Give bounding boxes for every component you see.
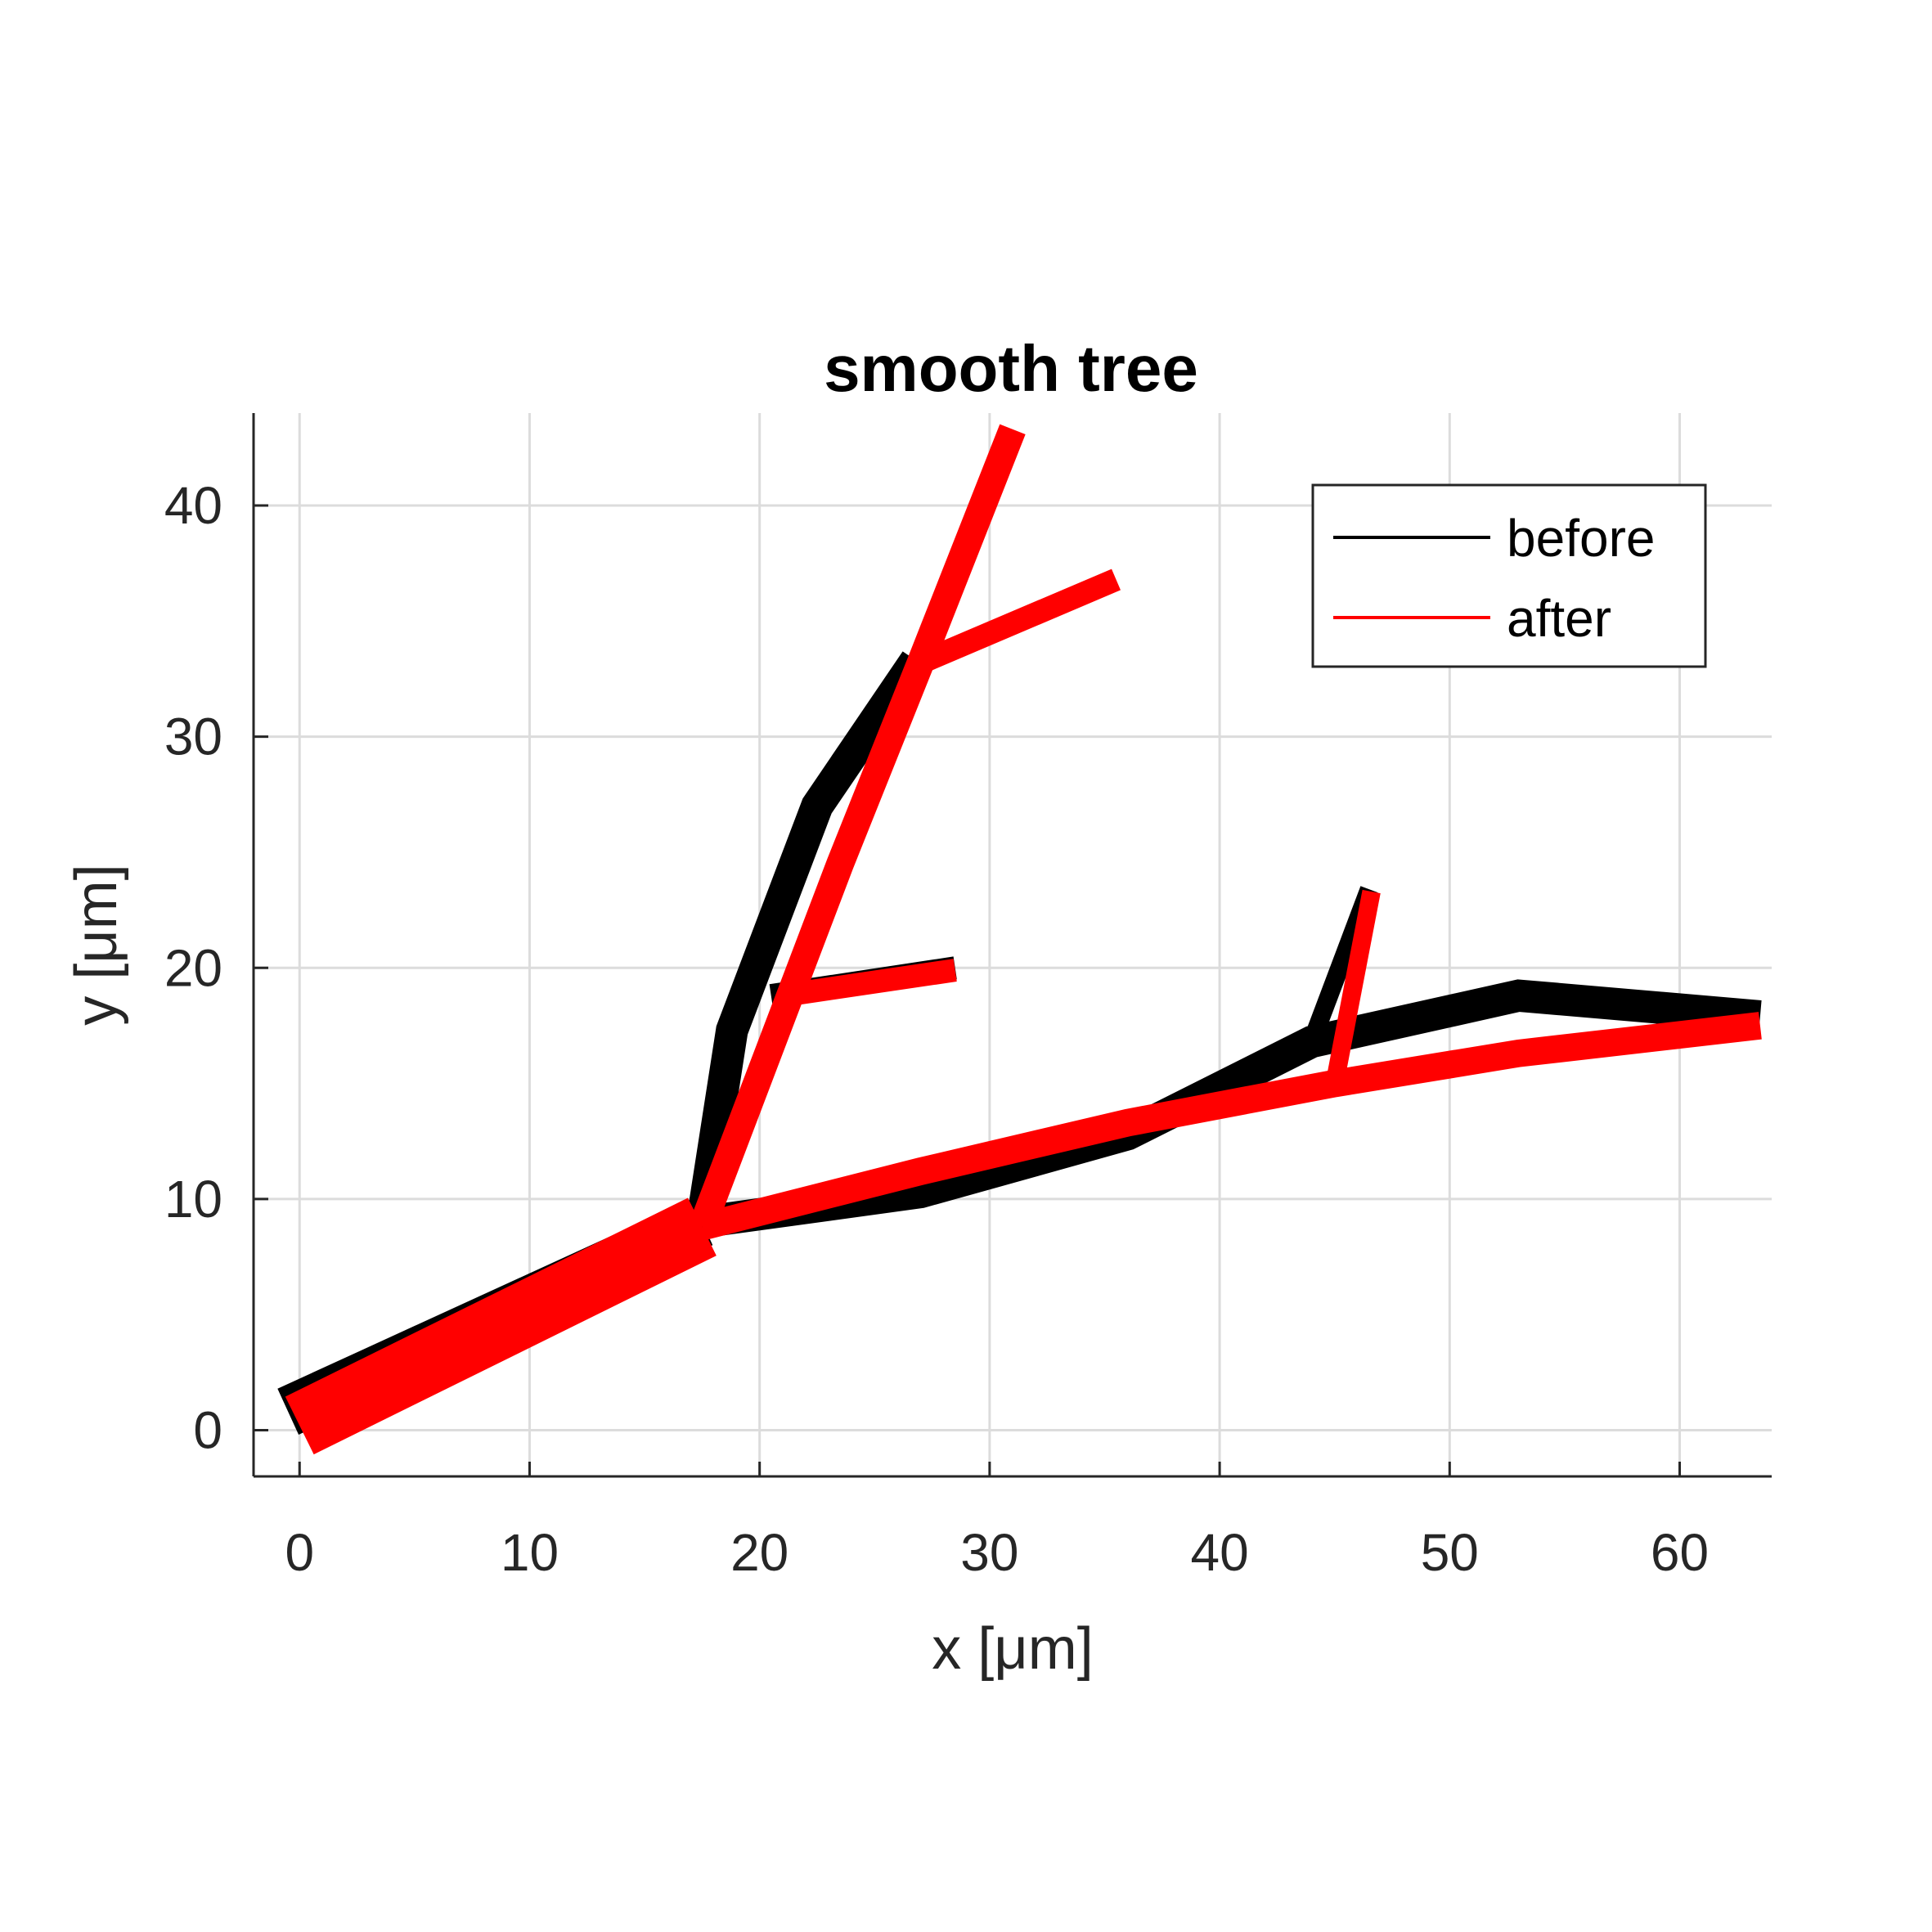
series-before-segment — [685, 651, 930, 1225]
y-axis-label: y [μm] — [64, 864, 129, 1025]
series-after-segment — [689, 424, 1026, 1232]
y-tick-label: 40 — [164, 476, 222, 535]
x-tick-label: 0 — [285, 1523, 314, 1582]
y-tick-label: 30 — [164, 708, 222, 766]
x-tick-label: 20 — [730, 1523, 789, 1582]
y-tick-label: 20 — [164, 938, 222, 997]
x-tick-label: 10 — [501, 1523, 559, 1582]
x-tick-label: 30 — [960, 1523, 1018, 1582]
x-tick-label: 50 — [1421, 1523, 1479, 1582]
series-after-segment — [780, 959, 957, 1008]
legend-label-before: before — [1507, 509, 1655, 568]
series-after-segment — [1325, 889, 1381, 1085]
tick-labels: 0 10 20 30 40 50 60 0 10 20 30 40 — [164, 476, 1709, 1582]
legend-label-after: after — [1507, 589, 1611, 648]
chart-title: smooth tree — [824, 332, 1198, 405]
series-after-segment — [285, 1197, 717, 1455]
legend: before after — [1311, 483, 1707, 668]
data-marks — [277, 424, 1762, 1455]
axes — [252, 413, 1772, 1478]
x-tick-label: 40 — [1190, 1523, 1248, 1582]
series-before-segment — [699, 979, 1762, 1238]
series-after-segment — [699, 1012, 1762, 1241]
x-axis-label: x [μm] — [932, 1616, 1093, 1682]
legend-box — [1311, 483, 1707, 668]
x-tick-label: 60 — [1651, 1523, 1709, 1582]
series-after-segment — [915, 568, 1121, 674]
y-tick-label: 0 — [193, 1400, 222, 1459]
y-tick-label: 10 — [164, 1170, 222, 1229]
